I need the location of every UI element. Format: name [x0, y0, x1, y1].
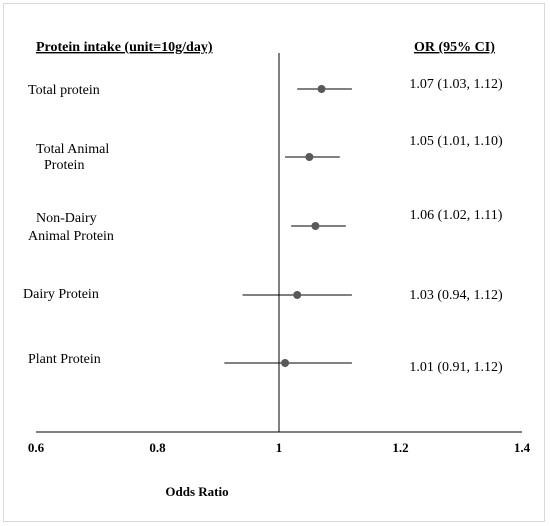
- right-column-header: OR (95% CI): [414, 40, 495, 55]
- forest-row: Plant Protein 1.01 (0.91, 1.12): [28, 352, 503, 375]
- left-column-header: Protein intake (unit=10g/day): [36, 40, 213, 55]
- point-estimate: [293, 291, 302, 299]
- chart-frame: [3, 3, 545, 522]
- row-label: Protein: [44, 158, 84, 173]
- or-ci-value: 1.03 (0.94, 1.12): [409, 288, 503, 303]
- forest-row: Non-Dairy Animal Protein 1.06 (1.02, 1.11): [28, 208, 503, 244]
- or-ci-value: 1.06 (1.02, 1.11): [410, 208, 503, 223]
- forest-row: Total protein 1.07 (1.03, 1.12): [28, 77, 503, 98]
- or-ci-value: 1.01 (0.91, 1.12): [409, 360, 503, 375]
- row-label: Total protein: [28, 83, 100, 98]
- rows-layer: Total protein 1.07 (1.03, 1.12) Total Anim…: [23, 77, 503, 375]
- point-estimate: [281, 359, 290, 367]
- point-estimate: [305, 153, 314, 161]
- row-label: Plant Protein: [28, 352, 101, 367]
- row-label: Total Animal: [36, 142, 109, 157]
- x-tick-label: 1: [276, 440, 283, 455]
- x-tick-label: 1.4: [514, 440, 531, 455]
- x-tick-label: 0.6: [28, 440, 45, 455]
- x-tick-label: 0.8: [149, 440, 166, 455]
- x-tick-label: 1.2: [392, 440, 408, 455]
- x-ticks: 0.6 0.8 1 1.2 1.4: [28, 440, 531, 455]
- or-ci-value: 1.07 (1.03, 1.12): [409, 77, 503, 92]
- x-axis-label: Odds Ratio: [165, 484, 228, 499]
- point-estimate: [317, 85, 326, 93]
- row-label: Non-Dairy: [36, 211, 97, 226]
- or-ci-value: 1.05 (1.01, 1.10): [409, 134, 503, 149]
- point-estimate: [311, 222, 320, 230]
- row-label: Animal Protein: [28, 229, 114, 244]
- row-label: Dairy Protein: [23, 287, 99, 302]
- forest-row: Dairy Protein 1.03 (0.94, 1.12): [23, 287, 503, 303]
